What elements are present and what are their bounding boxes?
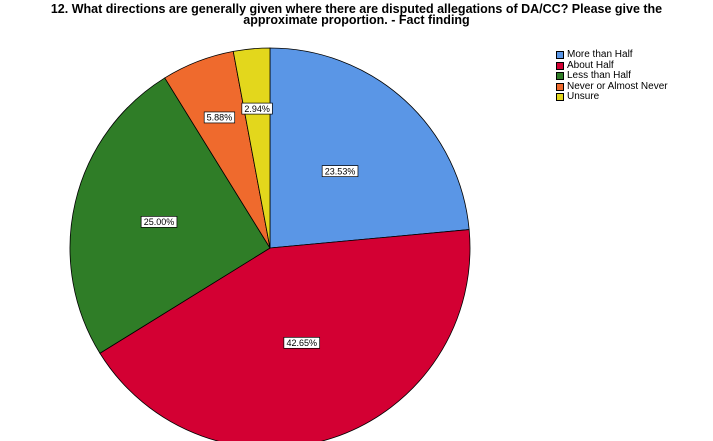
- data-label-box: [283, 336, 321, 349]
- legend-label-unsure: Unsure: [567, 91, 600, 102]
- legend-item-more-than-half: More than Half: [556, 49, 668, 61]
- data-label-box: [203, 111, 236, 124]
- legend-label-more-than-half: More than Half: [567, 49, 633, 60]
- pie-slice-less-than-half: [69, 77, 271, 354]
- legend-swatch-about-half: [556, 61, 564, 70]
- pie-slice-about-half: [99, 229, 471, 441]
- data-label-unsure: 2.94%: [241, 102, 273, 115]
- legend-label-never-or-almost-never: Never or Almost Never: [567, 80, 668, 92]
- pie-slice-unsure: [232, 47, 271, 249]
- chart-title-line-2: approximate proportion. - Fact finding: [243, 13, 470, 27]
- legend-item-about-half: About Half: [556, 59, 668, 72]
- legend-swatch-never-or-almost-never: [556, 82, 564, 91]
- data-label-box: [321, 165, 359, 177]
- pie-data-labels: 23.53% 42.65% 25.00% 5.88% 2.94%: [140, 102, 359, 349]
- pie-slices: [69, 47, 471, 441]
- data-label-box: [140, 216, 178, 228]
- data-label-about-half: 42.65%: [283, 336, 321, 349]
- data-label-text: 23.53%: [325, 166, 356, 176]
- legend-item-unsure: Unsure: [556, 91, 668, 103]
- data-label-more-than-half: 23.53%: [321, 165, 359, 177]
- data-label-text: 25.00%: [144, 217, 175, 227]
- legend-item-never-or-almost-never: Never or Almost Never: [556, 80, 668, 93]
- legend-swatch-more-than-half: [556, 51, 564, 60]
- data-label-box: [241, 102, 273, 115]
- pie-slice-more-than-half: [269, 47, 470, 249]
- legend-swatch-unsure: [556, 93, 564, 102]
- legend-swatch-less-than-half: [556, 72, 564, 81]
- data-label-text: 2.94%: [244, 104, 270, 114]
- legend: More than Half About Half Less than Half…: [556, 49, 668, 103]
- data-label-text: 42.65%: [287, 338, 318, 348]
- data-label-never-or-almost-never: 5.88%: [203, 111, 236, 124]
- data-label-less-than-half: 25.00%: [140, 216, 178, 228]
- legend-label-about-half: About Half: [567, 59, 614, 71]
- legend-item-less-than-half: Less than Half: [556, 70, 668, 82]
- legend-label-less-than-half: Less than Half: [567, 70, 631, 81]
- chart-title-line-1: 12. What directions are generally given …: [50, 2, 663, 16]
- chart-title: 12. What directions are generally given …: [0, 2, 713, 27]
- data-label-text: 5.88%: [207, 113, 233, 123]
